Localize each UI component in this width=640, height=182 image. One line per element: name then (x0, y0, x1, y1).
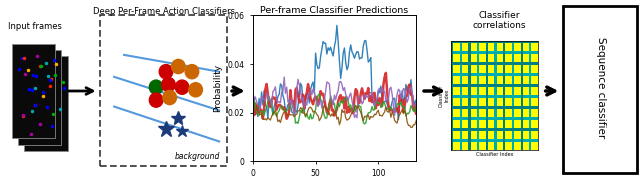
Text: Input frames: Input frames (8, 22, 62, 31)
Bar (563, 6, 637, 173)
Circle shape (149, 80, 163, 94)
Text: Sequence classifier: Sequence classifier (596, 37, 606, 138)
Circle shape (159, 65, 173, 79)
Circle shape (185, 65, 199, 79)
Circle shape (175, 80, 189, 94)
Bar (100, 15, 227, 166)
Bar (24, 56, 68, 151)
Bar (12, 44, 55, 138)
Circle shape (189, 83, 202, 97)
Y-axis label: Classifier
Index: Classifier Index (439, 84, 450, 107)
Y-axis label: Probability: Probability (213, 64, 222, 112)
Text: background: background (175, 152, 220, 161)
Circle shape (149, 93, 163, 107)
Bar (18, 50, 61, 145)
Title: Per-frame Classifier Predictions: Per-frame Classifier Predictions (260, 6, 408, 15)
Circle shape (172, 59, 185, 74)
X-axis label: Classifier Index: Classifier Index (476, 152, 513, 157)
Circle shape (162, 78, 175, 92)
Circle shape (163, 90, 177, 105)
Text: Classifier
correlations: Classifier correlations (472, 11, 526, 30)
Text: Deep Per-Frame Action Classifiers: Deep Per-Frame Action Classifiers (93, 7, 234, 16)
